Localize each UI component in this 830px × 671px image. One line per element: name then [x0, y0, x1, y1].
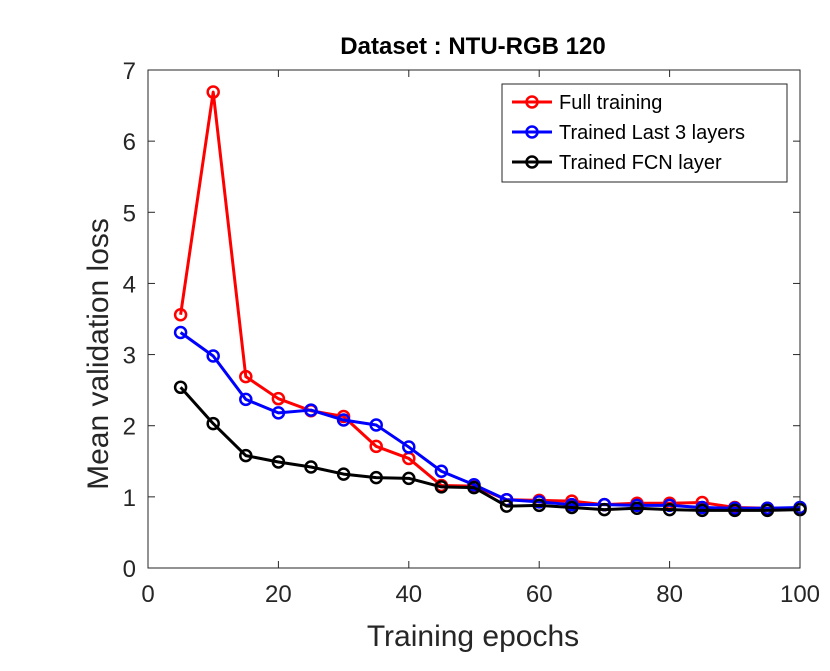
data-point — [369, 470, 383, 485]
data-point — [271, 455, 286, 469]
legend-marker — [525, 95, 539, 109]
legend-label: Full training — [559, 92, 662, 114]
legend-label: Trained FCN layer — [559, 152, 722, 174]
data-point — [336, 413, 351, 427]
data-point — [695, 503, 709, 518]
data-point — [173, 380, 188, 395]
x-tick-label: 40 — [395, 581, 422, 608]
data-point — [271, 391, 286, 406]
legend-item-1: Full training — [512, 92, 662, 114]
data-point — [206, 85, 220, 99]
data-point — [434, 464, 449, 478]
data-point — [434, 480, 449, 494]
data-point — [630, 501, 644, 515]
data-point — [304, 460, 318, 474]
legend-marker — [525, 155, 539, 169]
data-point — [402, 471, 416, 486]
data-point — [336, 467, 351, 481]
legend-label: Trained Last 3 layers — [559, 122, 745, 144]
y-tick-label: 0 — [123, 556, 136, 583]
legend: Full training Trained Last 3 layers Traine… — [501, 83, 788, 183]
x-tick-label: 100 — [780, 581, 820, 608]
series-layer — [173, 85, 807, 518]
legend-item-2: Trained Last 3 layers — [512, 122, 745, 144]
x-tick-label: 80 — [656, 581, 683, 608]
x-axis-label: Training epochs — [367, 620, 579, 653]
data-point — [760, 503, 775, 518]
y-axis-label: Mean validation loss — [82, 218, 115, 490]
y-tick-label: 3 — [123, 343, 136, 370]
data-point — [402, 440, 416, 454]
x-tick-label: 20 — [265, 581, 292, 608]
data-point — [597, 502, 612, 517]
plot-frame — [147, 69, 801, 569]
data-point — [206, 349, 220, 363]
data-point — [206, 416, 220, 431]
y-tick-label: 6 — [123, 129, 136, 156]
data-point — [662, 502, 677, 517]
data-point — [304, 403, 318, 417]
data-point — [369, 418, 383, 432]
y-tick-label: 4 — [123, 271, 136, 298]
data-point — [467, 480, 481, 495]
data-point — [499, 499, 514, 513]
legend-item-3: Trained FCN layer — [512, 152, 722, 174]
y-tick-label: 5 — [123, 200, 136, 227]
data-point — [239, 392, 253, 407]
y-tick-label: 2 — [123, 414, 136, 441]
y-tick-label: 1 — [123, 485, 136, 512]
data-point — [239, 448, 253, 463]
axis-ticks: 0 20 40 60 80 100 0 1 2 3 4 5 6 7 — [123, 58, 820, 608]
chart-title: Dataset : NTU-RGB 120 — [340, 33, 605, 60]
x-tick-label: 60 — [526, 581, 553, 608]
data-point — [532, 498, 546, 513]
data-point — [565, 500, 579, 515]
x-tick-label: 0 — [141, 581, 154, 608]
data-point — [271, 406, 286, 420]
data-point — [369, 439, 383, 454]
data-point — [173, 307, 188, 322]
data-point — [728, 503, 742, 518]
y-tick-label: 7 — [123, 58, 136, 85]
legend-marker — [525, 125, 539, 139]
data-point — [239, 369, 253, 384]
data-point — [173, 325, 188, 340]
